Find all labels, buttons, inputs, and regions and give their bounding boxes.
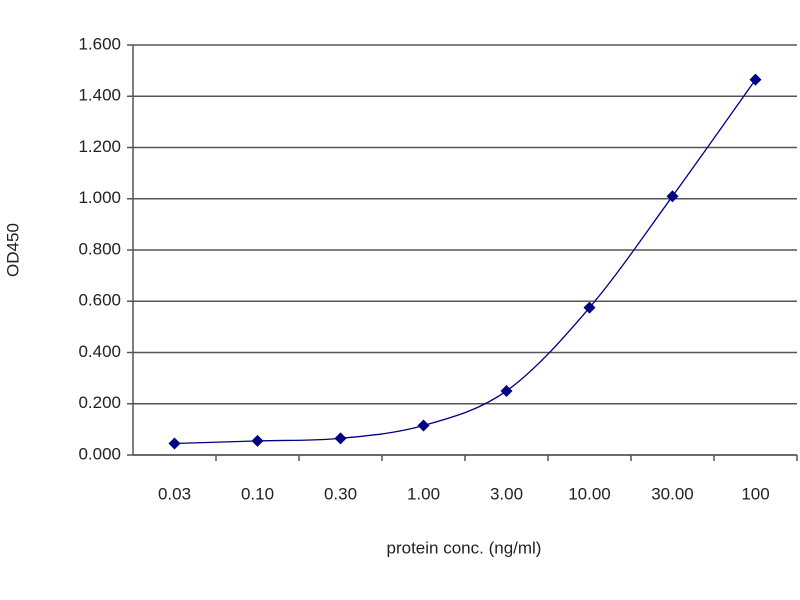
y-tick-label: 0.600: [78, 291, 121, 310]
x-tick-label: 0.10: [241, 484, 274, 503]
y-tick-label: 0.400: [78, 342, 121, 361]
point: [251, 434, 264, 447]
x-tick-label: 1.00: [407, 484, 440, 503]
x-tick-label: 0.03: [158, 484, 191, 503]
point: [334, 432, 347, 445]
y-tick-label: 0.800: [78, 239, 121, 258]
y-tick-label: 0.200: [78, 393, 121, 412]
x-axis-label: protein conc. (ng/ml): [387, 538, 542, 557]
point: [749, 73, 762, 86]
x-tick-label: 30.00: [651, 484, 694, 503]
point: [417, 419, 430, 432]
x-tick-label: 0.30: [324, 484, 357, 503]
y-tick-label: 0.000: [78, 444, 121, 463]
point: [666, 190, 679, 203]
curve: [174, 79, 757, 445]
point: [500, 384, 513, 397]
x-tick-label: 100: [741, 484, 769, 503]
y-tick-label: 1.000: [78, 188, 121, 207]
x-tick-label: 10.00: [568, 484, 611, 503]
y-tick-label: 1.200: [78, 137, 121, 156]
y-axis-label: OD450: [3, 223, 22, 277]
x-tick-label: 3.00: [490, 484, 523, 503]
point: [168, 437, 181, 450]
y-tick-label: 1.600: [78, 34, 121, 53]
y-tick-label: 1.400: [78, 86, 121, 105]
point: [583, 301, 596, 314]
